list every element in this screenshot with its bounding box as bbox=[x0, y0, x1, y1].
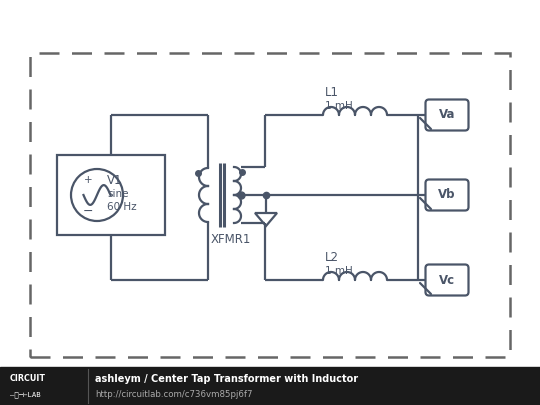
Text: 1 mH: 1 mH bbox=[325, 101, 353, 111]
Text: 1 mH: 1 mH bbox=[325, 266, 353, 276]
Text: sine: sine bbox=[107, 189, 129, 199]
FancyBboxPatch shape bbox=[426, 100, 469, 130]
FancyBboxPatch shape bbox=[426, 264, 469, 296]
Text: −: − bbox=[83, 205, 93, 217]
Text: +: + bbox=[84, 175, 92, 185]
Text: Vb: Vb bbox=[438, 188, 456, 202]
Bar bbox=[0, 367, 540, 405]
Text: 60 Hz: 60 Hz bbox=[107, 202, 137, 212]
Text: CIRCUIT: CIRCUIT bbox=[10, 374, 46, 383]
Text: ashleym / Center Tap Transformer with Inductor: ashleym / Center Tap Transformer with In… bbox=[95, 374, 358, 384]
Text: V1: V1 bbox=[107, 175, 123, 188]
Bar bbox=[30, 53, 510, 357]
Text: Vc: Vc bbox=[439, 273, 455, 286]
FancyBboxPatch shape bbox=[426, 179, 469, 211]
Text: L2: L2 bbox=[325, 251, 339, 264]
Text: —∿─⊢LAB: —∿─⊢LAB bbox=[10, 391, 40, 398]
Bar bbox=[57, 155, 165, 235]
Text: XFMR1: XFMR1 bbox=[211, 233, 251, 246]
Text: L1: L1 bbox=[325, 86, 339, 99]
Text: http://circuitlab.com/c736vm85pj6f7: http://circuitlab.com/c736vm85pj6f7 bbox=[95, 390, 253, 399]
Text: Va: Va bbox=[438, 109, 455, 122]
